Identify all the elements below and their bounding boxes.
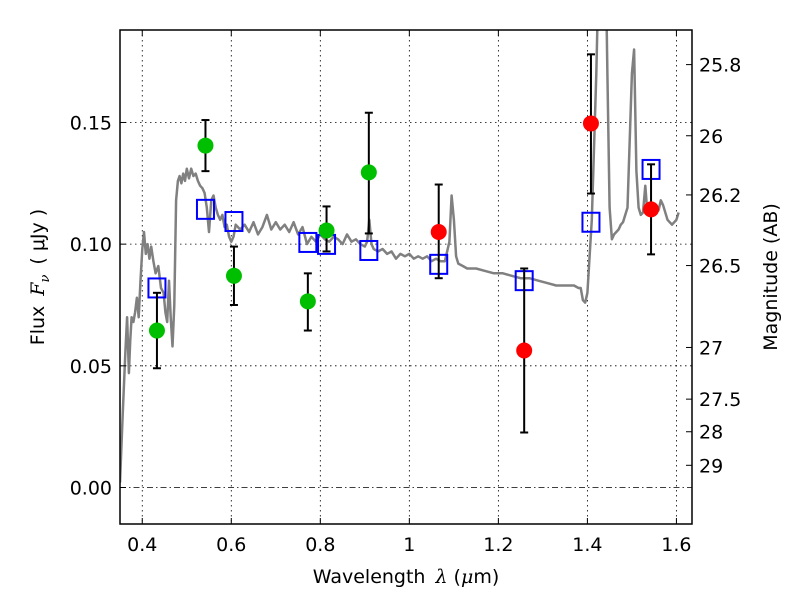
observed-optical-point — [148, 322, 165, 339]
x-tick-label: 1.4 — [572, 534, 602, 556]
observed-nir-point — [516, 342, 533, 359]
y2-tick-label: 26.5 — [699, 256, 741, 278]
y2-tick-label: 27 — [699, 337, 723, 359]
y2-tick-label: 28 — [699, 422, 723, 444]
y2-tick-label: 26 — [699, 126, 723, 148]
y2-axis-label: Magnitude (AB) — [760, 203, 782, 351]
model-photometry-square — [359, 239, 379, 261]
model-spectrum-line — [120, 30, 680, 483]
model-photometry-square — [224, 211, 244, 233]
y2-tick-label: 25.8 — [699, 55, 741, 77]
observed-nir-point — [643, 201, 660, 218]
model-photometry-square — [298, 231, 318, 253]
y-tick-label: 0.05 — [70, 356, 112, 378]
x-tick-label: 0.6 — [216, 534, 246, 556]
x-axis: 0.4 0.6 0.8 1 1.2 1.4 1.6 — [127, 30, 692, 556]
y-tick-label: 0.10 — [70, 234, 112, 256]
y2-tick-label: 27.5 — [699, 389, 741, 411]
grid — [120, 30, 692, 524]
x-axis-label: Wavelength λ (μm) — [313, 566, 499, 588]
y-axis-left: 0.00 0.05 0.10 0.15 — [70, 112, 126, 499]
observed-optical-point — [225, 267, 242, 284]
model-photometry-square — [581, 211, 601, 233]
x-tick-label: 0.8 — [305, 534, 335, 556]
observed-optical-point — [197, 137, 214, 154]
x-tick-label: 1.6 — [661, 534, 691, 556]
observed-optical-point — [318, 222, 335, 239]
axes-frame — [119, 29, 693, 525]
x-tick-label: 0.4 — [127, 534, 157, 556]
y-axis-label: FluxFν( μJy ) — [27, 209, 53, 345]
y2-tick-label: 29 — [699, 455, 723, 477]
y-tick-label: 0.15 — [70, 112, 112, 134]
y-axis-right: 25.8 26 26.2 26.5 27 27.5 28 29 — [686, 55, 741, 477]
model-photometry-square — [195, 198, 215, 220]
x-tick-label: 1.2 — [483, 534, 513, 556]
observed-optical-point — [360, 164, 377, 181]
observed-optical-point — [299, 293, 316, 310]
observed-nir-point — [430, 223, 447, 240]
observed-nir-point — [582, 115, 599, 132]
y2-tick-label: 26.2 — [699, 185, 741, 207]
y-tick-label: 0.00 — [70, 477, 112, 499]
plot-area — [120, 30, 680, 483]
x-tick-label: 1 — [403, 534, 415, 556]
